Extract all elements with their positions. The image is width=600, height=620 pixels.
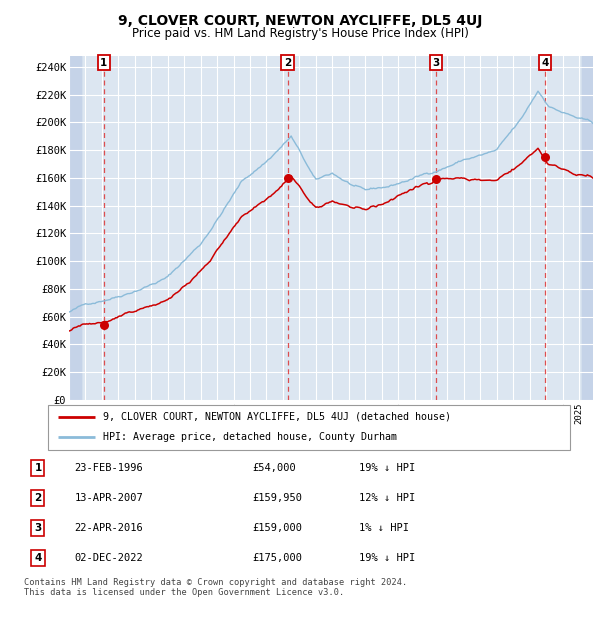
Text: 19% ↓ HPI: 19% ↓ HPI [359, 463, 415, 472]
Text: £54,000: £54,000 [253, 463, 296, 472]
Text: £159,000: £159,000 [253, 523, 303, 533]
Text: 19% ↓ HPI: 19% ↓ HPI [359, 554, 415, 564]
Text: 9, CLOVER COURT, NEWTON AYCLIFFE, DL5 4UJ (detached house): 9, CLOVER COURT, NEWTON AYCLIFFE, DL5 4U… [103, 412, 451, 422]
Bar [582, 56, 593, 400]
FancyBboxPatch shape [48, 405, 570, 450]
Text: 2: 2 [34, 493, 41, 503]
Text: 1% ↓ HPI: 1% ↓ HPI [359, 523, 409, 533]
Text: 1: 1 [100, 58, 107, 68]
Text: 9, CLOVER COURT, NEWTON AYCLIFFE, DL5 4UJ: 9, CLOVER COURT, NEWTON AYCLIFFE, DL5 4U… [118, 14, 482, 28]
Bar [69, 56, 80, 400]
Text: 4: 4 [541, 58, 548, 68]
Text: 13-APR-2007: 13-APR-2007 [74, 493, 143, 503]
Text: 1: 1 [34, 463, 41, 472]
Text: Price paid vs. HM Land Registry's House Price Index (HPI): Price paid vs. HM Land Registry's House … [131, 27, 469, 40]
Text: 3: 3 [433, 58, 440, 68]
Text: 22-APR-2016: 22-APR-2016 [74, 523, 143, 533]
Bar [69, 56, 82, 400]
Text: 12% ↓ HPI: 12% ↓ HPI [359, 493, 415, 503]
Text: £159,950: £159,950 [253, 493, 303, 503]
Text: 4: 4 [34, 554, 41, 564]
Text: HPI: Average price, detached house, County Durham: HPI: Average price, detached house, Coun… [103, 432, 397, 443]
Bar [582, 56, 593, 400]
Bar [69, 56, 80, 400]
Bar [583, 56, 593, 400]
Text: 23-FEB-1996: 23-FEB-1996 [74, 463, 143, 472]
Text: Contains HM Land Registry data © Crown copyright and database right 2024.
This d: Contains HM Land Registry data © Crown c… [24, 578, 407, 597]
Text: 3: 3 [34, 523, 41, 533]
Text: 02-DEC-2022: 02-DEC-2022 [74, 554, 143, 564]
Text: 2: 2 [284, 58, 291, 68]
Text: £175,000: £175,000 [253, 554, 303, 564]
